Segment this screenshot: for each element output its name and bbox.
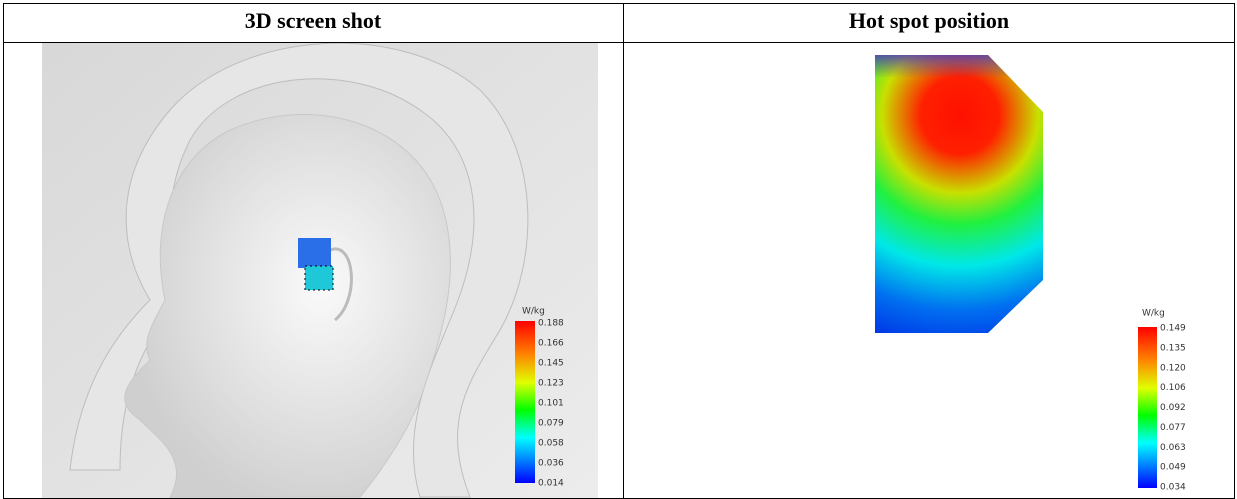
legend-label: 0.149 bbox=[1160, 324, 1186, 334]
legend-unit: W/kg bbox=[1142, 309, 1165, 319]
legend-unit: W/kg bbox=[522, 307, 545, 317]
colorbar bbox=[515, 321, 535, 483]
legend-label: 0.106 bbox=[1160, 383, 1186, 393]
legend-label: 0.014 bbox=[538, 479, 564, 489]
hot-spot-map bbox=[875, 55, 1043, 333]
legend-label: 0.145 bbox=[538, 359, 564, 369]
legend-label: 0.079 bbox=[538, 419, 564, 429]
legend-label: 0.123 bbox=[538, 379, 564, 389]
legend-label: 0.166 bbox=[538, 339, 564, 349]
legend-label: 0.058 bbox=[538, 439, 564, 449]
legend-label: 0.036 bbox=[538, 459, 564, 469]
legend-label: 0.188 bbox=[538, 319, 564, 329]
legend-label: 0.101 bbox=[538, 399, 564, 409]
head-shape bbox=[124, 114, 451, 498]
scan-area-top bbox=[298, 238, 331, 268]
legend-label: 0.135 bbox=[1160, 343, 1186, 353]
header-cell: 3D screen shot bbox=[245, 8, 382, 33]
header-cell: Hot spot position bbox=[849, 8, 1009, 33]
legend-label: 0.120 bbox=[1160, 363, 1186, 373]
legend-label: 0.077 bbox=[1160, 423, 1186, 433]
legend-label: 0.092 bbox=[1160, 403, 1186, 413]
colorbar bbox=[1138, 327, 1157, 488]
legend-label: 0.049 bbox=[1160, 463, 1186, 473]
legend-label: 0.063 bbox=[1160, 443, 1186, 453]
ear bbox=[329, 247, 353, 322]
hot-spot-map-shade bbox=[875, 55, 1010, 78]
legend-label: 0.034 bbox=[1160, 483, 1186, 493]
scan-area-zoom bbox=[304, 265, 334, 291]
